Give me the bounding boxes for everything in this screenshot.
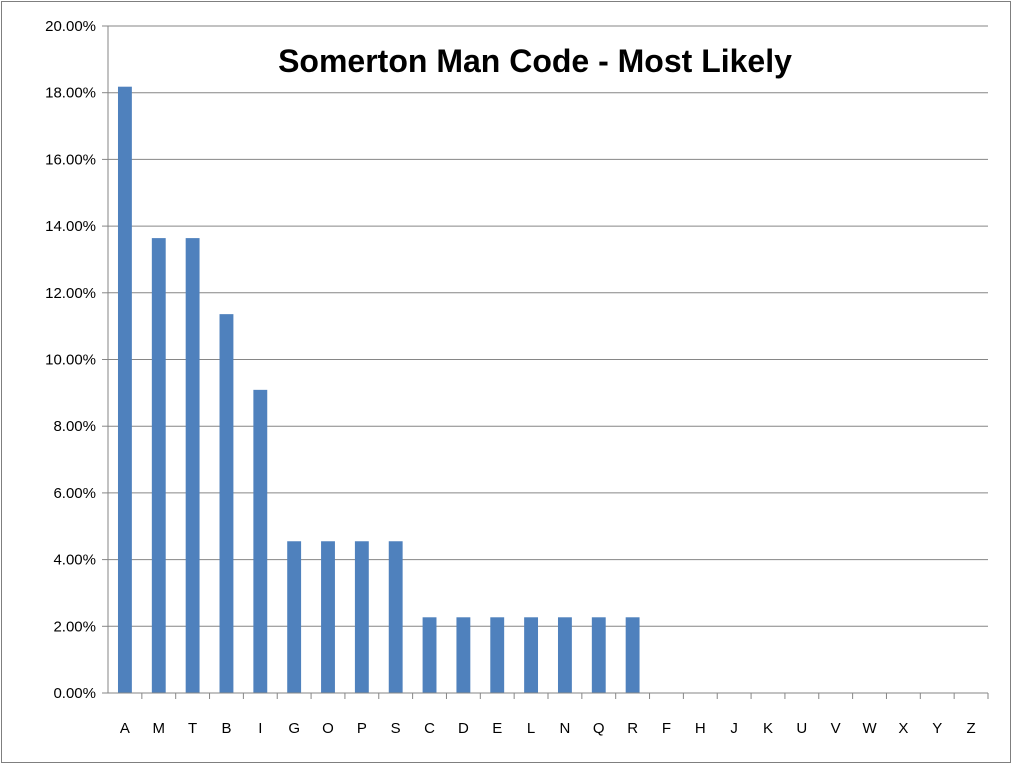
y-tick-label: 12.00% [45, 285, 96, 302]
x-tick-label: H [695, 720, 706, 737]
x-tick-label: G [288, 720, 300, 737]
x-tick-label: T [188, 720, 197, 737]
bar-L [524, 617, 539, 693]
y-tick-label: 20.00% [45, 18, 96, 35]
y-axis-ticks: 0.00% 2.00% 4.00% 6.00% 8.00% 10.00% 12.00% 14.… [45, 18, 108, 702]
x-tick-label: S [391, 720, 401, 737]
x-tick-label: U [796, 720, 807, 737]
x-tick-label: R [627, 720, 638, 737]
x-tick-label: Q [593, 720, 605, 737]
bar-T [185, 238, 200, 693]
x-tick-label: E [492, 720, 502, 737]
bar-D [456, 617, 471, 693]
bar-Q [591, 617, 606, 693]
x-tick-label: N [560, 720, 571, 737]
y-tick-label: 0.00% [53, 685, 96, 702]
y-tick-label: 6.00% [53, 485, 96, 502]
y-tick-label: 14.00% [45, 218, 96, 235]
y-tick-label: 8.00% [53, 418, 96, 435]
y-tick-label: 10.00% [45, 352, 96, 369]
x-tick-label: I [258, 720, 262, 737]
x-tick-label: A [120, 720, 130, 737]
y-tick-label: 16.00% [45, 151, 96, 168]
x-tick-label: X [898, 720, 908, 737]
x-tick-label: F [662, 720, 671, 737]
bar-G [287, 541, 302, 693]
x-tick-label: W [862, 720, 877, 737]
gridlines [108, 25, 988, 627]
bar-A [117, 86, 132, 693]
x-tick-label: Y [932, 720, 942, 737]
bar-B [219, 314, 234, 693]
x-tick-label: P [357, 720, 367, 737]
y-tick-label: 4.00% [53, 552, 96, 569]
x-tick-label: Z [966, 720, 975, 737]
bars [117, 86, 640, 693]
x-tick-label: B [221, 720, 231, 737]
y-tick-label: 2.00% [53, 618, 96, 635]
x-tick-label: D [458, 720, 469, 737]
x-tick-label: L [527, 720, 535, 737]
x-tick-label: J [730, 720, 738, 737]
bar-O [321, 541, 335, 693]
bar-N [557, 617, 572, 693]
bar-M [151, 238, 166, 693]
x-tick-label: O [322, 720, 334, 737]
axes [107, 26, 988, 694]
x-tick-label: C [424, 720, 435, 737]
bar-C [422, 617, 437, 693]
y-tick-label: 18.00% [45, 85, 96, 102]
chart-title: Somerton Man Code - Most Likely [278, 43, 792, 79]
bar-P [354, 541, 369, 693]
bar-R [625, 617, 640, 693]
bar-I [253, 389, 268, 693]
x-tick-label: M [153, 720, 166, 737]
bar-S [388, 541, 403, 693]
x-tick-label: K [763, 720, 773, 737]
x-tick-label: V [831, 720, 841, 737]
bar-E [490, 617, 505, 693]
